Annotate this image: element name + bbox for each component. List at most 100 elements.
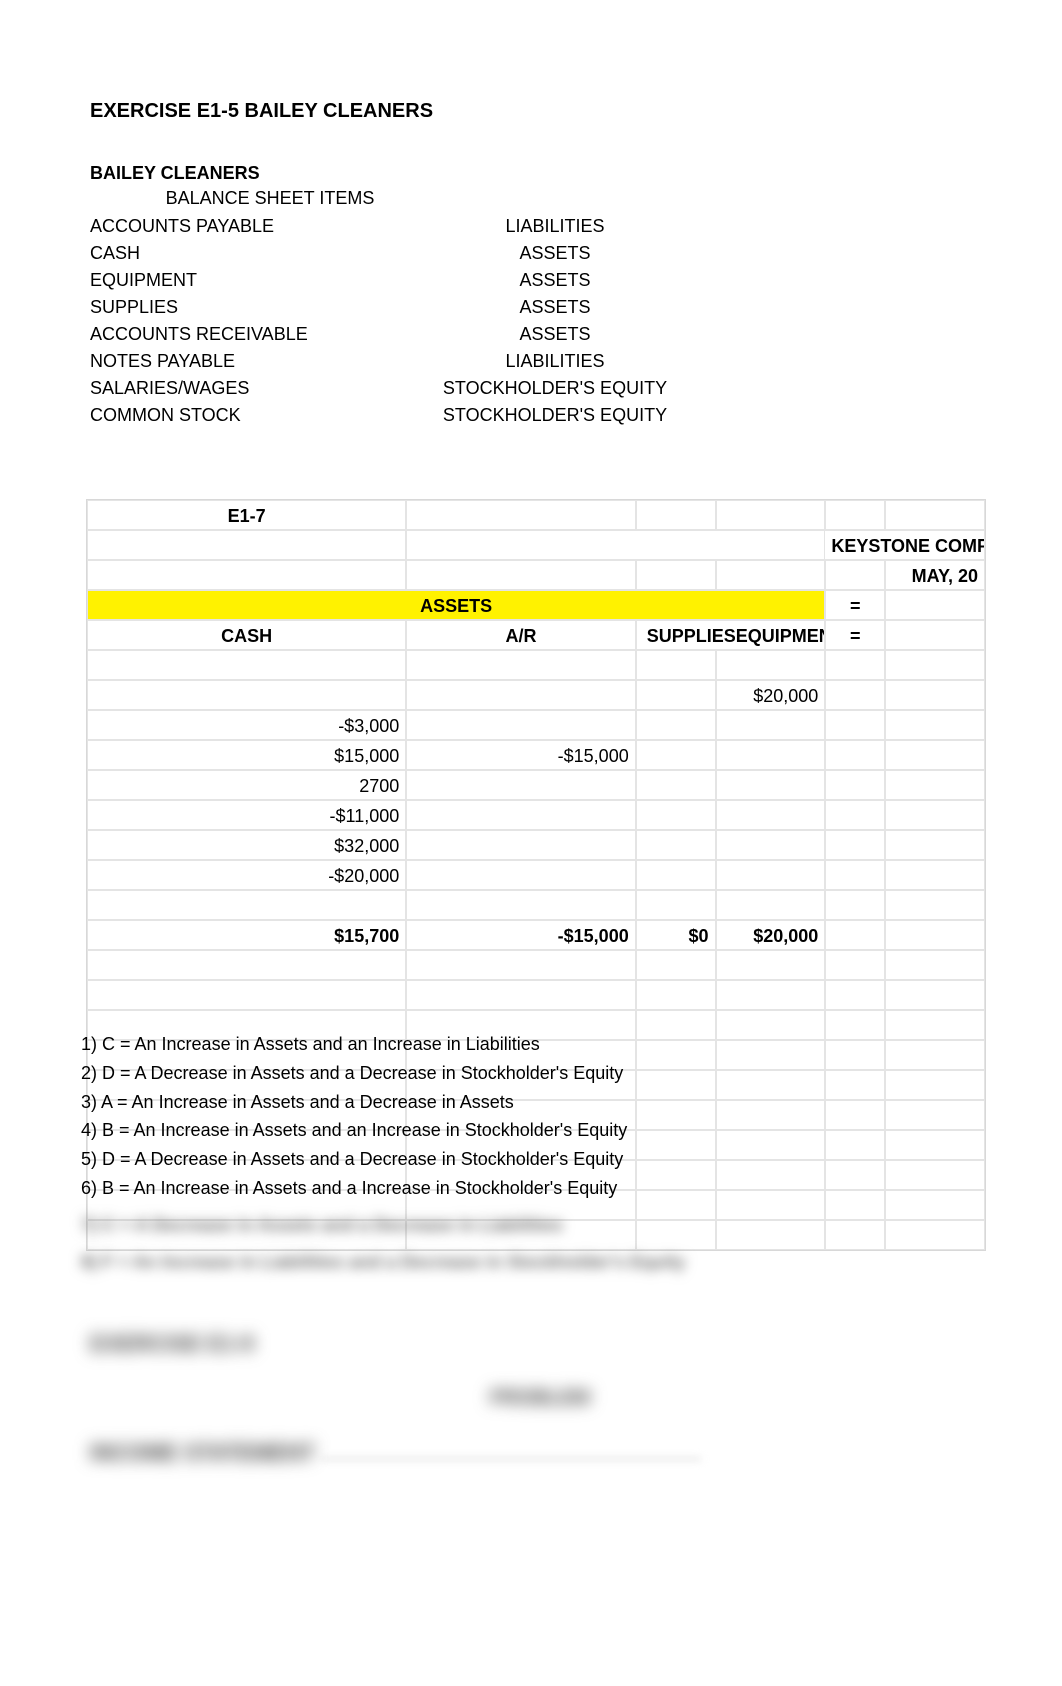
total-ar: -$15,000 <box>406 920 635 950</box>
answer-line: 2) D = A Decrease in Assets and a Decrea… <box>81 1059 685 1088</box>
empty-cell <box>825 500 885 530</box>
empty-cell <box>825 740 885 770</box>
table-row: $15,000 -$15,000 <box>87 740 985 770</box>
balance-row: ACCOUNTS RECEIVABLE ASSETS <box>90 321 690 348</box>
item-category: STOCKHOLDER'S EQUITY <box>420 402 690 429</box>
empty-cell <box>825 980 885 1010</box>
equals-cell: = <box>825 590 885 620</box>
empty-cell <box>636 980 716 1010</box>
cell-equipment <box>716 740 826 770</box>
empty-cell <box>406 530 825 560</box>
empty-cell <box>885 1190 985 1220</box>
empty-cell <box>825 1070 885 1100</box>
empty-cell <box>636 650 716 680</box>
empty-cell <box>825 1010 885 1040</box>
empty-cell <box>716 890 826 920</box>
empty-cell <box>825 1100 885 1130</box>
empty-cell <box>87 950 406 980</box>
cell-cash: -$11,000 <box>87 800 406 830</box>
item-category: STOCKHOLDER'S EQUITY <box>420 375 690 402</box>
empty-cell <box>636 500 716 530</box>
table-row: KEYSTONE COMPUTER TI <box>87 530 985 560</box>
cell-supplies <box>636 830 716 860</box>
cell-cash: $32,000 <box>87 830 406 860</box>
item-category: ASSETS <box>420 240 690 267</box>
empty-cell <box>825 710 885 740</box>
empty-cell <box>636 560 716 590</box>
company-subtitle: BAILEY CLEANERS <box>90 163 972 184</box>
total-equipment: $20,000 <box>716 920 826 950</box>
empty-cell <box>406 650 635 680</box>
empty-cell <box>885 1130 985 1160</box>
answer-line: 3) A = An Increase in Assets and a Decre… <box>81 1088 685 1117</box>
item-name: ACCOUNTS RECEIVABLE <box>90 321 420 348</box>
empty-cell <box>885 830 985 860</box>
blurred-heading: INCOME STATEMENT <box>90 1440 315 1466</box>
answers-overlay: 1) C = An Increase in Assets and an Incr… <box>81 1030 685 1276</box>
blurred-heading: EXERCISE E1-9 <box>90 1331 972 1357</box>
balance-row: CASH ASSETS <box>90 240 690 267</box>
empty-cell <box>885 890 985 920</box>
cell-ar <box>406 770 635 800</box>
empty-cell <box>716 950 826 980</box>
empty-cell <box>825 1190 885 1220</box>
empty-cell <box>885 620 985 650</box>
empty-cell <box>716 560 826 590</box>
empty-cell <box>885 860 985 890</box>
empty-cell <box>885 710 985 740</box>
empty-cell <box>636 890 716 920</box>
balance-row: COMMON STOCK STOCKHOLDER'S EQUITY <box>90 402 690 429</box>
cell-supplies <box>636 710 716 740</box>
cell-ar <box>406 680 635 710</box>
table-row: CASH A/R SUPPLIESEQUIPMENT = <box>87 620 985 650</box>
table-row <box>87 980 985 1010</box>
empty-cell <box>636 950 716 980</box>
empty-cell <box>716 1160 826 1190</box>
empty-cell <box>825 890 885 920</box>
cell-ar <box>406 800 635 830</box>
empty-cell <box>716 1130 826 1160</box>
empty-cell <box>885 680 985 710</box>
balance-row: SUPPLIES ASSETS <box>90 294 690 321</box>
blurred-bottom-section: EXERCISE E1-9 PROBLEM INCOME STATEMENT <box>90 1331 972 1466</box>
empty-cell <box>885 1010 985 1040</box>
empty-cell <box>885 980 985 1010</box>
empty-cell <box>825 860 885 890</box>
cell-cash: 2700 <box>87 770 406 800</box>
cell-ar <box>406 830 635 860</box>
empty-cell <box>716 650 826 680</box>
empty-cell <box>825 680 885 710</box>
table-row: ASSETS = <box>87 590 985 620</box>
empty-cell <box>825 650 885 680</box>
empty-cell <box>87 650 406 680</box>
empty-cell <box>885 1070 985 1100</box>
empty-cell <box>716 1190 826 1220</box>
cell-equipment <box>716 800 826 830</box>
empty-cell <box>825 920 885 950</box>
empty-cell <box>406 890 635 920</box>
header-e17: E1-7 <box>87 500 406 530</box>
empty-cell <box>825 830 885 860</box>
blurred-answer: 7) C = A Decrease in Assets and a Decrea… <box>81 1211 685 1240</box>
spreadsheet-e17: E1-7 KEYSTONE COMPUTER TI MAY, 20 ASSETS… <box>86 499 986 1251</box>
cell-cash <box>87 680 406 710</box>
total-supplies: $0 <box>636 920 716 950</box>
cell-equipment: $20,000 <box>716 680 826 710</box>
cell-cash: -$3,000 <box>87 710 406 740</box>
col-ar: A/R <box>406 620 635 650</box>
empty-cell <box>825 800 885 830</box>
equals-cell: = <box>825 620 885 650</box>
empty-cell <box>885 650 985 680</box>
empty-cell <box>87 890 406 920</box>
empty-cell <box>885 1040 985 1070</box>
empty-cell <box>885 770 985 800</box>
date-header: MAY, 20 <box>885 560 985 590</box>
answer-line: 4) B = An Increase in Assets and an Incr… <box>81 1116 685 1145</box>
empty-cell <box>87 560 406 590</box>
empty-cell <box>716 1220 826 1250</box>
empty-cell <box>885 590 985 620</box>
empty-cell <box>885 1160 985 1190</box>
empty-cell <box>825 1040 885 1070</box>
cell-ar <box>406 710 635 740</box>
table-row: MAY, 20 <box>87 560 985 590</box>
